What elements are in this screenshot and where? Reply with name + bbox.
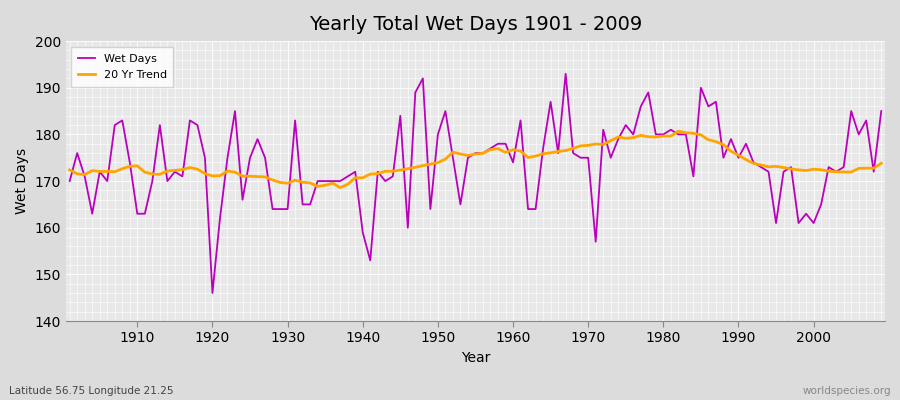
Title: Yearly Total Wet Days 1901 - 2009: Yearly Total Wet Days 1901 - 2009 bbox=[309, 15, 642, 34]
20 Yr Trend bbox=[342, 182, 353, 187]
20 Yr Trend bbox=[124, 164, 135, 169]
20 Yr Trend bbox=[64, 168, 75, 172]
20 Yr Trend bbox=[508, 148, 518, 152]
Line: Wet Days: Wet Days bbox=[69, 74, 881, 293]
Wet Days bbox=[876, 109, 886, 114]
Legend: Wet Days, 20 Yr Trend: Wet Days, 20 Yr Trend bbox=[71, 47, 174, 87]
X-axis label: Year: Year bbox=[461, 351, 491, 365]
Wet Days bbox=[342, 174, 353, 179]
20 Yr Trend bbox=[515, 148, 526, 153]
20 Yr Trend bbox=[876, 161, 886, 166]
Wet Days bbox=[207, 291, 218, 296]
Text: Latitude 56.75 Longitude 21.25: Latitude 56.75 Longitude 21.25 bbox=[9, 386, 174, 396]
Wet Days bbox=[64, 179, 75, 184]
Y-axis label: Wet Days: Wet Days bbox=[15, 148, 29, 214]
Wet Days bbox=[613, 137, 624, 142]
Line: 20 Yr Trend: 20 Yr Trend bbox=[69, 131, 881, 188]
20 Yr Trend bbox=[673, 129, 684, 134]
Wet Days bbox=[508, 160, 518, 165]
Text: worldspecies.org: worldspecies.org bbox=[803, 386, 891, 396]
20 Yr Trend bbox=[606, 138, 616, 143]
Wet Days bbox=[560, 71, 571, 76]
20 Yr Trend bbox=[290, 178, 301, 182]
Wet Days bbox=[124, 160, 135, 165]
Wet Days bbox=[297, 202, 308, 207]
20 Yr Trend bbox=[335, 185, 346, 190]
Wet Days bbox=[515, 118, 526, 123]
